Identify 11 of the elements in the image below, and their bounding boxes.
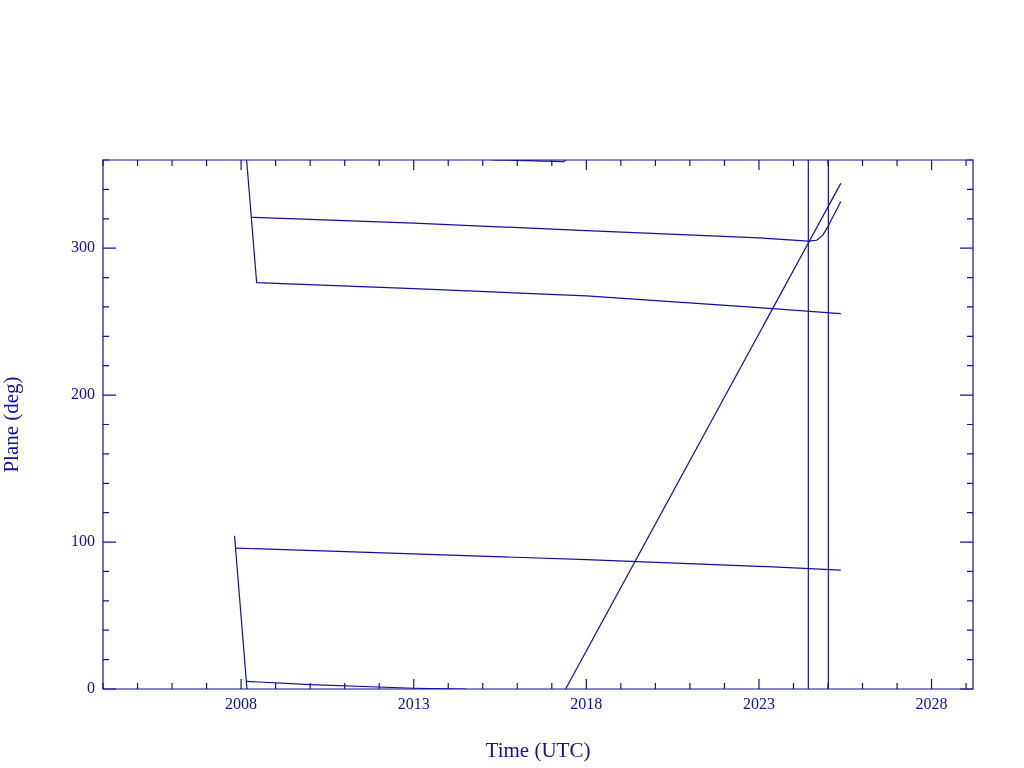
x-axis-title: Time (UTC) xyxy=(485,737,591,762)
x-tick-label: 2018 xyxy=(570,694,603,712)
y-tick-label: 100 xyxy=(71,532,95,550)
x-tick-label: 2013 xyxy=(397,694,430,712)
y-axis-title: Plane (deg) xyxy=(0,376,24,473)
x-tick-label: 2023 xyxy=(742,694,775,712)
x-tick-label: 2008 xyxy=(225,694,258,712)
x-tick-label: 2028 xyxy=(915,694,948,712)
y-tick-label: 200 xyxy=(71,385,95,403)
y-tick-label: 300 xyxy=(71,238,95,256)
y-tick-label: 0 xyxy=(87,679,95,697)
